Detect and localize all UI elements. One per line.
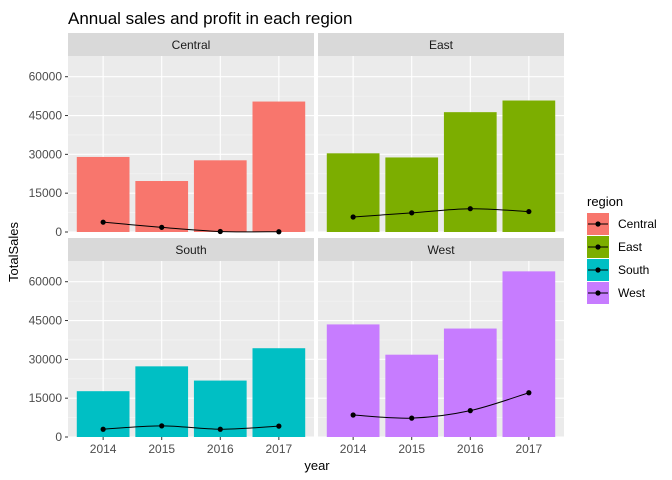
y-tick-label: 45000 (29, 109, 63, 123)
facet-panels: Central 0 15000 30000 45000 60000 East South 0 15… (29, 33, 564, 456)
legend-item-south: South (587, 259, 649, 281)
legend-title: region (587, 194, 623, 209)
profit-line-west (353, 392, 530, 419)
profit-point-east-2015 (409, 210, 415, 216)
x-tick-label: 2015 (398, 442, 425, 456)
profit-line-east (353, 208, 529, 218)
legend: region Central East South West (587, 194, 657, 304)
y-tick-label: 60000 (29, 275, 63, 289)
profit-point-south-2015 (159, 423, 165, 429)
x-tick-label: 2016 (457, 442, 484, 456)
legend-item-east: East (587, 236, 643, 258)
bar-central-2015 (135, 181, 189, 232)
legend-item-central: Central (587, 213, 657, 235)
bar-central-2017 (252, 101, 306, 232)
bar-west-2015 (385, 354, 439, 437)
profit-point-west-2014 (350, 412, 356, 418)
y-tick-label: 15000 (29, 391, 63, 405)
y-tick-label: 15000 (29, 186, 63, 200)
facet-strip (318, 33, 564, 56)
facet-west: West 2014 2015 2016 2017 (318, 238, 564, 456)
x-tick-label: 2017 (266, 442, 293, 456)
facet-strip-label: Central (172, 38, 211, 52)
facet-east: East (318, 33, 564, 233)
facet-south: South 0 15000 30000 45000 60000 2014 2015 2016 20… (29, 238, 314, 456)
x-tick-label: 2017 (516, 442, 543, 456)
profit-point-central-2015 (159, 224, 165, 230)
legend-label: Central (618, 217, 657, 231)
profit-point-west-2016 (467, 408, 473, 414)
profit-line-south (103, 425, 279, 430)
bar-east-2014 (326, 153, 380, 232)
facet-strip (318, 238, 564, 261)
facet-strip-label: East (429, 38, 454, 52)
bar-south-2017 (252, 348, 306, 437)
x-tick-label: 2015 (148, 442, 175, 456)
profit-point-east-2017 (526, 208, 532, 215)
legend-item-west: West (587, 282, 646, 304)
legend-key-point (595, 221, 601, 227)
legend-label: East (618, 240, 643, 254)
profit-point-west-2015 (409, 415, 415, 421)
facet-strip (68, 238, 314, 261)
bar-east-2016 (443, 112, 497, 232)
legend-label: West (618, 286, 646, 300)
profit-point-south-2017 (276, 423, 282, 429)
y-tick-label: 60000 (29, 70, 63, 84)
bar-central-2014 (76, 156, 130, 232)
x-axis-title: year (304, 458, 330, 473)
bar-west-2016 (443, 328, 497, 437)
facet-strip-label: South (175, 243, 206, 257)
x-tick-label: 2014 (90, 442, 117, 456)
x-tick-label: 2016 (207, 442, 234, 456)
y-tick-label: 0 (55, 430, 62, 444)
profit-point-central-2016 (217, 228, 223, 235)
y-tick-label: 0 (55, 225, 62, 239)
profit-point-south-2016 (217, 426, 223, 432)
profit-point-west-2017 (526, 390, 532, 396)
y-axis-title: TotalSales (6, 222, 21, 282)
legend-key-point (595, 267, 601, 273)
facet-strip (68, 33, 314, 56)
legend-label: South (618, 263, 649, 277)
profit-point-east-2016 (467, 206, 473, 212)
y-tick-label: 30000 (29, 147, 63, 161)
bar-west-2017 (502, 271, 556, 437)
bar-east-2015 (385, 157, 439, 232)
facet-central: Central 0 15000 30000 45000 60000 (29, 33, 314, 239)
profit-point-central-2017 (276, 229, 282, 235)
y-tick-label: 30000 (29, 352, 63, 366)
profit-point-east-2014 (350, 214, 356, 220)
profit-point-central-2014 (100, 219, 106, 225)
x-tick-label: 2014 (340, 442, 367, 456)
bar-west-2014 (326, 324, 380, 437)
chart-title: Annual sales and profit in each region (68, 9, 352, 28)
profit-point-south-2014 (100, 426, 106, 432)
y-tick-label: 45000 (29, 314, 63, 328)
facet-strip-label: West (427, 243, 455, 257)
bar-central-2016 (193, 160, 247, 232)
profit-line-central (103, 221, 279, 233)
legend-key-point (595, 290, 601, 296)
legend-key-point (595, 244, 601, 250)
